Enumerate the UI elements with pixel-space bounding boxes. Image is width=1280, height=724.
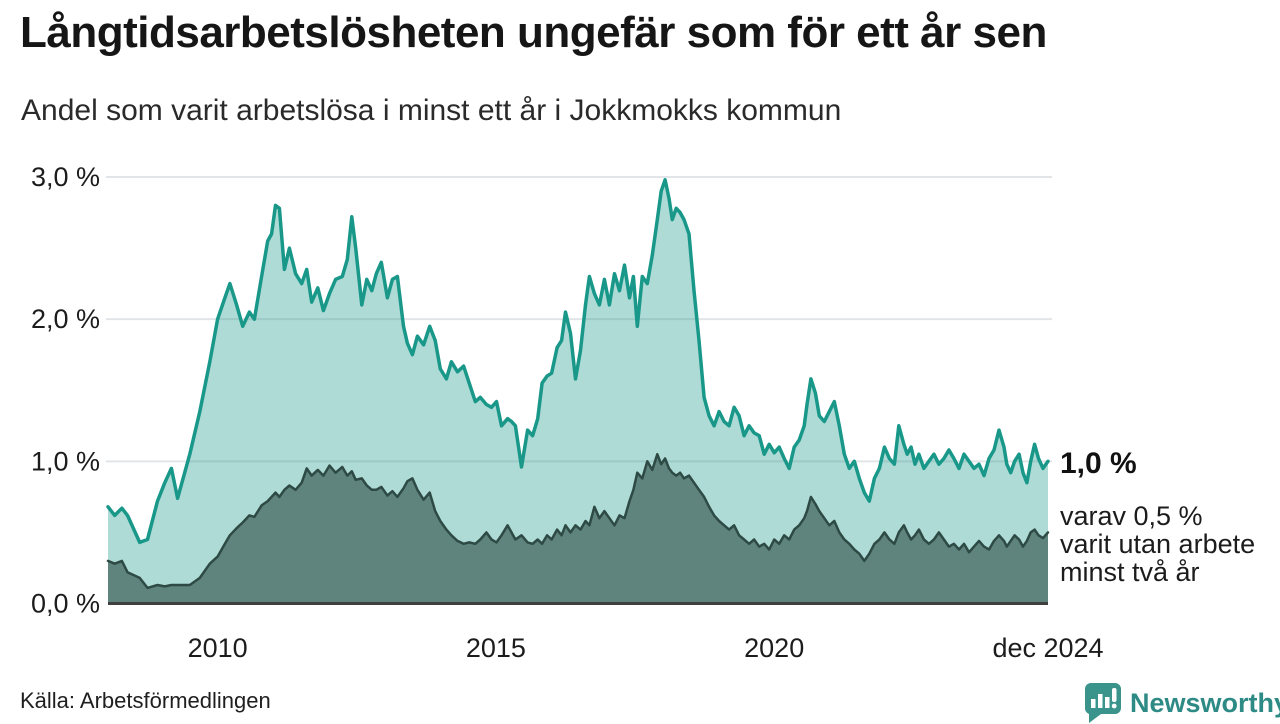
bar-1 bbox=[1091, 699, 1096, 708]
end-value-label: 1,0 % bbox=[1060, 447, 1137, 480]
newsworthy-logo[interactable]: Newsworthy bbox=[1082, 682, 1280, 724]
x-tick-label: 2015 bbox=[466, 633, 526, 663]
chart-title: Långtidsarbetslösheten ungefär som för e… bbox=[20, 8, 1047, 57]
source-note: Källa: Arbetsförmedlingen bbox=[20, 688, 271, 713]
newsworthy-logo-icon bbox=[1084, 683, 1121, 723]
y-tick-label: 1,0 % bbox=[31, 446, 100, 476]
y-tick-label: 3,0 % bbox=[31, 162, 100, 192]
x-tick-label: 2010 bbox=[188, 633, 248, 663]
exclamation-stem bbox=[1112, 688, 1117, 702]
series-line-1 bbox=[106, 452, 1050, 590]
series-line-0 bbox=[106, 178, 1050, 545]
x-tick-label: dec 2024 bbox=[992, 633, 1103, 663]
chart-subtitle: Andel som varit arbetslösa i minst ett å… bbox=[21, 94, 842, 127]
bar-2 bbox=[1098, 694, 1103, 708]
bar-3 bbox=[1105, 697, 1110, 708]
annotation-line: varav 0,5 % bbox=[1060, 501, 1203, 531]
speech-bubble-shape bbox=[1084, 683, 1121, 723]
newsworthy-logo-text: Newsworthy bbox=[1130, 687, 1280, 718]
y-tick-label: 0,0 % bbox=[31, 589, 100, 619]
annotation-line: minst två år bbox=[1060, 557, 1200, 587]
exclamation-dot bbox=[1111, 703, 1117, 709]
y-tick-label: 2,0 % bbox=[31, 304, 100, 334]
x-tick-label: 2020 bbox=[744, 633, 804, 663]
annotation-line: varit utan arbete bbox=[1060, 529, 1255, 559]
